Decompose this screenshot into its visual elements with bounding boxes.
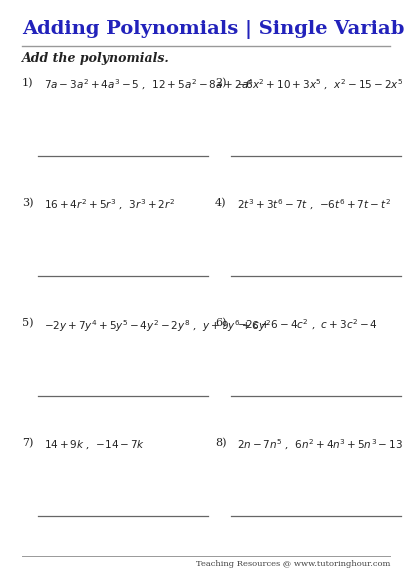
Text: Add the polynomials.: Add the polynomials. [22,52,170,65]
Text: $-2c+6-4c^2$ ,  $c+3c^2-4$: $-2c+6-4c^2$ , $c+3c^2-4$ [237,318,378,332]
Text: Teaching Resources @ www.tutoringhour.com: Teaching Resources @ www.tutoringhour.co… [196,560,390,568]
Text: 2): 2) [215,78,226,88]
Text: $7a-3a^2+4a^3-5$ ,  $12+5a^2-8a+2a^4$: $7a-3a^2+4a^3-5$ , $12+5a^2-8a+2a^4$ [44,78,254,92]
Text: $16+4r^2+5r^3$ ,  $3r^3+2r^2$: $16+4r^2+5r^3$ , $3r^3+2r^2$ [44,198,175,212]
Text: $2t^3+3t^6-7t$ ,  $-6t^6+7t-t^2$: $2t^3+3t^6-7t$ , $-6t^6+7t-t^2$ [237,198,391,212]
Text: Adding Polynomials | Single Variable: Adding Polynomials | Single Variable [22,20,405,39]
Text: 5): 5) [22,318,34,328]
Text: $14+9k$ ,  $-14-7k$: $14+9k$ , $-14-7k$ [44,438,145,451]
Text: 1): 1) [22,78,34,88]
Text: 6): 6) [215,318,226,328]
Text: 7): 7) [22,438,33,448]
Text: 8): 8) [215,438,226,448]
Text: 4): 4) [215,198,226,208]
Text: 3): 3) [22,198,34,208]
Text: $-6x^2+10+3x^5$ ,  $x^2-15-2x^5-9x$: $-6x^2+10+3x^5$ , $x^2-15-2x^5-9x$ [237,78,405,92]
Text: $-2y+7y^4+5y^5-4y^2-2y^8$ ,  $y+9y^6+6y^2$: $-2y+7y^4+5y^5-4y^2-2y^8$ , $y+9y^6+6y^2… [44,318,271,334]
Text: $2n-7n^5$ ,  $6n^2+4n^3+5n^3-13-2n$: $2n-7n^5$ , $6n^2+4n^3+5n^3-13-2n$ [237,438,405,452]
